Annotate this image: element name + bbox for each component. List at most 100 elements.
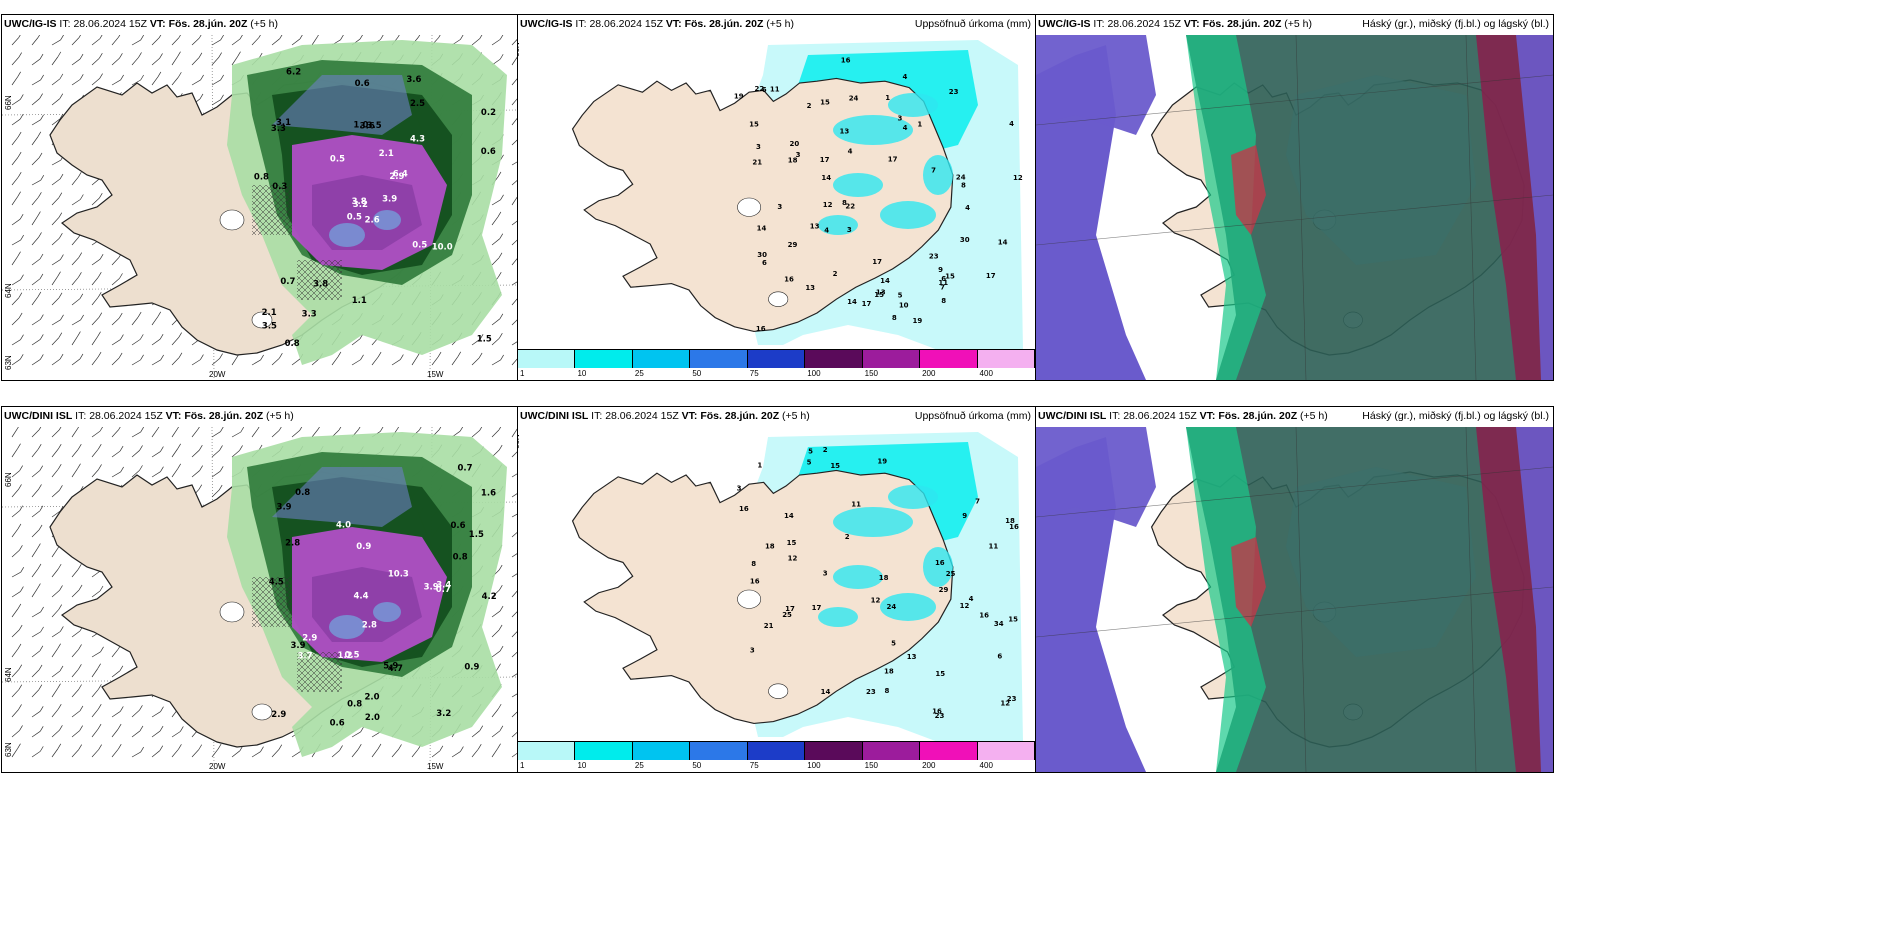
wind-value-label: 0.9 — [464, 663, 479, 673]
precip-value-label: 11 — [851, 501, 861, 509]
wind-value-label: 10.0 — [432, 242, 453, 252]
cloud-panel-igis: UWC/IG-IS IT: 28.06.2024 15Z VT: Fös. 28… — [1035, 14, 1554, 381]
precip-value-label: 4 — [902, 73, 907, 81]
wind-value-label: 3.9 — [382, 194, 397, 204]
precip-value-label: 18 — [1005, 517, 1015, 525]
precip-value-label: 14 — [880, 277, 890, 285]
precip-value-label: 13 — [805, 284, 815, 292]
cloud-mid — [1186, 427, 1266, 772]
panel-title: Uppsöfnuð úrkoma (mm) — [914, 18, 1031, 30]
wind-value-label: 3.9 — [277, 503, 292, 513]
precip-value-label: 8 — [892, 314, 897, 322]
wind-value-label: 4.0 — [336, 520, 351, 530]
wind-value-label: 2.5 — [410, 99, 425, 109]
wind-value-label: 6.2 — [286, 68, 301, 78]
colorbar-swatch — [977, 350, 1035, 368]
wind-value-label: 1.5 — [469, 530, 484, 540]
lat-label-66: 66N — [517, 42, 521, 57]
cloud-high — [1036, 437, 1146, 772]
wind-value-label: 5.9 — [383, 662, 398, 672]
precip-value-label: 29 — [788, 241, 798, 249]
precip-value-label: 12 — [1000, 700, 1010, 708]
wind-value-label: 2.8 — [285, 539, 300, 549]
precip-value-label: 8 — [842, 199, 847, 207]
wind-value-label: 0.9 — [356, 542, 371, 552]
precip-map: 6 16 7 11 11 16 16 17 24 23 19 16 25 23 18 18 21 15 12 8 12 1… — [518, 427, 1035, 742]
wind-value-label: 0.6 — [330, 719, 345, 729]
colorbar-swatch — [920, 350, 978, 368]
wind-value-label: 1.2 — [338, 651, 353, 661]
precip-value-label: 8 — [884, 687, 889, 695]
precip-value-label: 2 — [807, 102, 812, 110]
precip-blobs — [818, 93, 953, 235]
precip-value-label: 1 — [885, 94, 890, 102]
precip-value-label: 4 — [969, 595, 974, 603]
panel-header: UWC/DINI ISL IT: 28.06.2024 15Z VT: Fös.… — [4, 410, 294, 422]
precip-value-label: 18 — [788, 156, 798, 164]
lat-label-64: 64N — [4, 283, 13, 298]
precip-value-label: 34 — [994, 620, 1004, 628]
wind-value-label: 1.1 — [352, 296, 367, 306]
precip-value-label: 13 — [907, 653, 917, 661]
lat-label-64: 64N — [4, 667, 13, 682]
precip-value-label: 2 — [823, 446, 828, 454]
wind-value-label: 1.5 — [477, 334, 492, 344]
wind-value-label: 3.6 — [360, 121, 375, 131]
colorbar-label: 1 — [520, 369, 525, 378]
precip-value-label: 8 — [751, 560, 756, 568]
precip-blobs — [227, 40, 507, 365]
wind-value-label: 0.6 — [355, 79, 370, 89]
precip-value-label: 15 — [1008, 615, 1018, 623]
colorbar-label: 150 — [864, 761, 879, 770]
colorbar-swatch — [920, 742, 978, 760]
precip-value-label: 23 — [866, 688, 876, 696]
precip-value-label: 4 — [824, 226, 829, 234]
precip-value-label: 24 — [956, 174, 966, 182]
wind-value-label: 0.5 — [412, 241, 427, 251]
precip-value-label: 18 — [884, 667, 894, 675]
colorbar-swatch — [862, 350, 921, 368]
precip-value-label: 3 — [847, 226, 852, 234]
lon-label-15w: 15W — [427, 370, 444, 379]
wind-value-label: 3.5 — [262, 322, 277, 332]
precip-value-label: 3 — [823, 570, 828, 578]
precip-value-label: 17 — [986, 272, 996, 280]
precip-map: 14 14 17 19 12 6 13 14 24 20 29 17 17 19 23 10 9 6 14 8 11 4 1… — [518, 35, 1035, 350]
colorbar-swatch — [632, 742, 691, 760]
precip-value-label: 17 — [872, 258, 882, 266]
precip-value-label: 19 — [913, 317, 923, 325]
precip-value-label: 1 — [917, 121, 922, 129]
precip-panel-igis: UWC/IG-IS IT: 28.06.2024 15Z VT: Fös. 28… — [517, 14, 1036, 381]
precip-value-label: 7 — [931, 167, 936, 175]
colorbar-swatch — [575, 350, 633, 368]
precip-value-label: 5 — [898, 291, 903, 299]
precip-value-label: 11 — [938, 279, 948, 287]
precip-value-label: 3 — [777, 203, 782, 211]
wind-value-label: 1.6 — [481, 488, 496, 498]
precip-value-label: 17 — [820, 156, 830, 164]
precip-value-label: 20 — [790, 140, 800, 148]
precip-value-label: 12 — [788, 555, 798, 563]
colorbar-label: 100 — [807, 369, 821, 378]
wind-value-label: 0.2 — [481, 108, 496, 118]
precip-value-label: 14 — [998, 239, 1008, 247]
wind-value-label: 3.8 — [313, 280, 328, 290]
wind-value-label: 3.9 — [290, 641, 305, 651]
colorbar-swatch — [518, 742, 576, 760]
colorbar-label: 100 — [807, 761, 821, 770]
wind-value-label: 4.7 — [388, 664, 403, 674]
precip-value-label: 15 — [749, 121, 759, 129]
wind-value-label: 2.0 — [365, 692, 380, 702]
precip-colorbar: 1 10 25 50 75 100 150 200 400 — [518, 741, 1035, 772]
precip-value-label: 23 — [949, 88, 959, 96]
colorbar-label: 50 — [692, 369, 702, 378]
precip-value-label: 25 — [946, 570, 956, 578]
precip-value-label: 16 — [1009, 523, 1019, 531]
wind-value-labels: 3.93.23.42.82.04.04.43.90.54.23.70.80.61… — [269, 464, 497, 729]
lat-label-66: 66N — [4, 472, 13, 487]
precip-value-label: 15 — [830, 462, 840, 470]
lat-label-63: 63N — [4, 742, 13, 757]
panel-title: Háský (gr.), miðský (fj.bl.) og lágský (… — [1362, 410, 1549, 422]
precip-value-label: 16 — [935, 559, 945, 567]
colorbar-swatch — [862, 742, 921, 760]
